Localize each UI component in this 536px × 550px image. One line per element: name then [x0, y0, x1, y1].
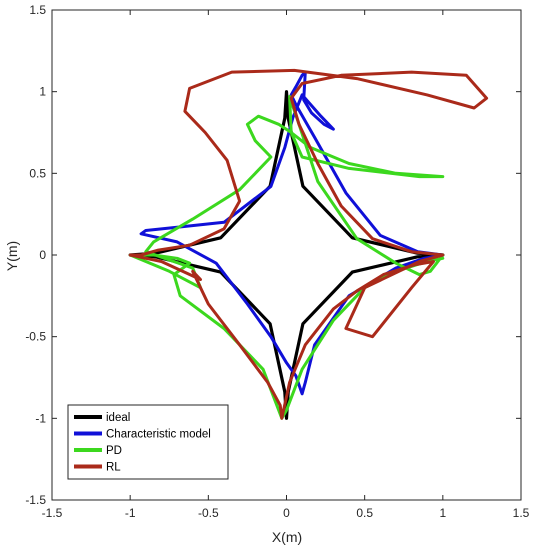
series-layer — [128, 68, 489, 420]
x-tick-label: 0.5 — [356, 506, 373, 520]
x-tick-label: 1 — [439, 506, 446, 520]
y-tick-label: -0.5 — [25, 330, 46, 344]
x-axis-label: X(m) — [272, 529, 302, 545]
x-tick-label: -1.5 — [42, 506, 63, 520]
y-axis-label: Y(m) — [4, 241, 20, 271]
y-tick-label: 1 — [39, 85, 46, 99]
y-tick-label: 0.5 — [29, 166, 46, 180]
y-tick-label: 0 — [39, 248, 46, 262]
legend-label: Characteristic model — [106, 429, 211, 441]
axes-layer: -1.5 -1 -0.5 0 0.5 1 1.5 -1.5 -1 -0.5 0 0.5 1 1.5 — [25, 3, 529, 520]
series-line-rl — [128, 68, 489, 420]
x-tick-label: 0 — [283, 506, 290, 520]
legend: ideal Characteristic model PD RL — [67, 404, 229, 480]
legend-label: RL — [106, 462, 121, 474]
y-tick-label: 1.5 — [29, 3, 46, 17]
x-tick-label: -1 — [125, 506, 136, 520]
series-line-pd — [128, 95, 445, 420]
legend-label: PD — [106, 445, 122, 457]
y-tick-label: -1 — [35, 411, 46, 425]
legend-label: ideal — [106, 412, 130, 424]
x-tick-label: -0.5 — [198, 506, 219, 520]
y-tick-label: -1.5 — [25, 493, 46, 507]
x-tick-label: 1.5 — [513, 506, 530, 520]
